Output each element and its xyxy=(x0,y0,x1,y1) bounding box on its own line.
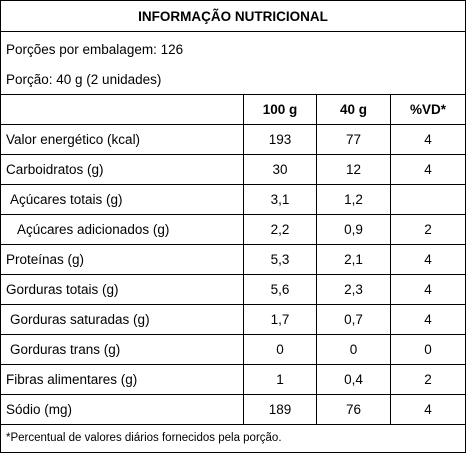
value-vd: 4 xyxy=(390,305,465,334)
header-vd: %VD* xyxy=(390,95,465,124)
value-40g: 0 xyxy=(316,335,390,364)
panel-title: INFORMAÇÃO NUTRICIONAL xyxy=(1,1,465,32)
table-row: Valor energético (kcal) 193 77 4 xyxy=(1,125,465,155)
table-row: Fibras alimentares (g) 1 0,4 2 xyxy=(1,365,465,395)
table-row: Açúcares totais (g) 3,1 1,2 xyxy=(1,185,465,215)
nutrient-name: Gorduras saturadas (g) xyxy=(10,312,150,327)
table-row: Açúcares adicionados (g) 2,2 0,9 2 xyxy=(1,215,465,245)
header-40g: 40 g xyxy=(316,95,390,124)
value-100g: 189 xyxy=(243,395,316,424)
table-row: Proteínas (g) 5,3 2,1 4 xyxy=(1,245,465,275)
table-header-row: 100 g 40 g %VD* xyxy=(1,95,465,125)
table-row: Sódio (mg) 189 76 4 xyxy=(1,395,465,424)
value-vd: 2 xyxy=(390,365,465,394)
nutrient-name: Fibras alimentares (g) xyxy=(6,372,138,387)
value-100g: 193 xyxy=(243,125,316,154)
table-row: Gorduras saturadas (g) 1,7 0,7 4 xyxy=(1,305,465,335)
value-40g: 1,2 xyxy=(316,185,390,214)
portion-size: Porção: 40 g (2 unidades) xyxy=(6,72,162,87)
value-40g: 77 xyxy=(316,125,390,154)
value-40g: 2,1 xyxy=(316,245,390,274)
nutrient-name: Açúcares totais (g) xyxy=(10,192,123,207)
value-40g: 76 xyxy=(316,395,390,424)
value-100g: 3,1 xyxy=(243,185,316,214)
value-vd: 4 xyxy=(390,155,465,184)
portions-per-package: Porções por embalagem: 126 xyxy=(6,42,184,57)
value-40g: 12 xyxy=(316,155,390,184)
nutrient-name: Sódio (mg) xyxy=(6,402,73,417)
nutrient-name: Carboidratos (g) xyxy=(6,162,104,177)
nutrient-name: Gorduras trans (g) xyxy=(10,342,121,357)
value-vd: 4 xyxy=(390,275,465,304)
value-vd: 4 xyxy=(390,245,465,274)
value-vd: 4 xyxy=(390,125,465,154)
table-row: Carboidratos (g) 30 12 4 xyxy=(1,155,465,185)
value-40g: 0,9 xyxy=(316,215,390,244)
value-vd: 4 xyxy=(390,395,465,424)
nutrient-name: Gorduras totais (g) xyxy=(6,282,119,297)
value-40g: 0,4 xyxy=(316,365,390,394)
nutrient-name: Valor energético (kcal) xyxy=(6,132,141,147)
value-100g: 5,6 xyxy=(243,275,316,304)
header-100g: 100 g xyxy=(243,95,316,124)
header-nutrient xyxy=(1,95,243,124)
value-vd xyxy=(390,185,465,214)
value-vd: 0 xyxy=(390,335,465,364)
value-100g: 30 xyxy=(243,155,316,184)
nutrition-table: 100 g 40 g %VD* Valor energético (kcal) … xyxy=(1,94,465,425)
nutrient-name: Proteínas (g) xyxy=(6,252,85,267)
value-100g: 1,7 xyxy=(243,305,316,334)
footnote: *Percentual de valores diários fornecido… xyxy=(6,432,282,444)
value-100g: 2,2 xyxy=(243,215,316,244)
value-40g: 2,3 xyxy=(316,275,390,304)
nutrient-name: Açúcares adicionados (g) xyxy=(17,222,170,237)
value-40g: 0,7 xyxy=(316,305,390,334)
table-row: Gorduras trans (g) 0 0 0 xyxy=(1,335,465,365)
value-100g: 5,3 xyxy=(243,245,316,274)
value-100g: 0 xyxy=(243,335,316,364)
value-100g: 1 xyxy=(243,365,316,394)
value-vd: 2 xyxy=(390,215,465,244)
table-row: Gorduras totais (g) 5,6 2,3 4 xyxy=(1,275,465,305)
